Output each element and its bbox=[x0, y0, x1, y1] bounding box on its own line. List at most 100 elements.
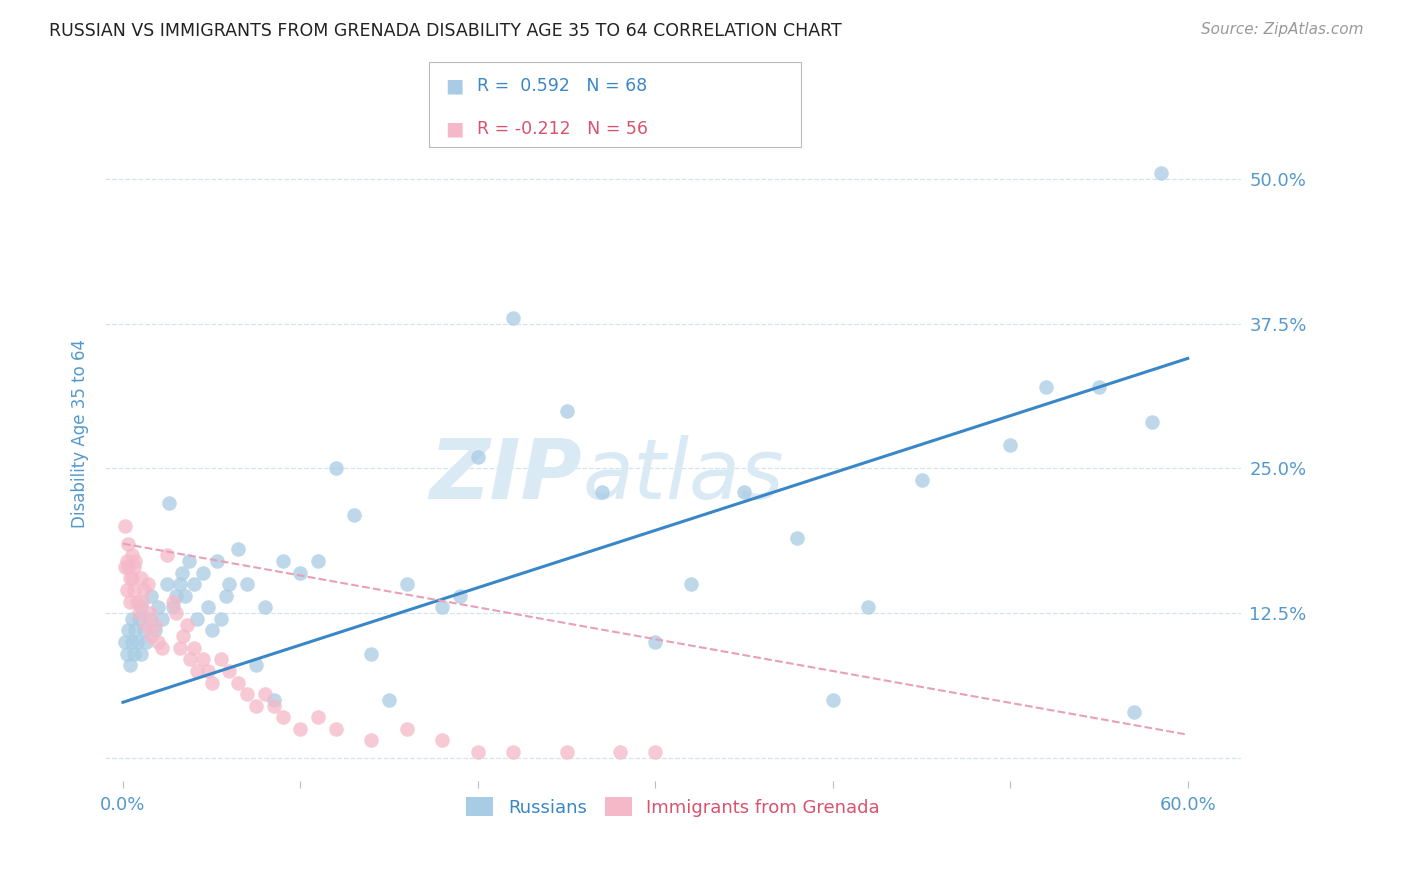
Point bbox=[591, 484, 613, 499]
Point bbox=[143, 624, 166, 638]
Point bbox=[236, 577, 259, 591]
Point bbox=[325, 461, 347, 475]
Point bbox=[148, 600, 170, 615]
Point bbox=[179, 652, 201, 666]
Point bbox=[253, 687, 276, 701]
Point bbox=[156, 577, 179, 591]
Point bbox=[502, 745, 524, 759]
Point bbox=[186, 664, 208, 678]
Point bbox=[165, 606, 187, 620]
Point bbox=[165, 589, 187, 603]
Point bbox=[115, 647, 138, 661]
Point bbox=[127, 635, 149, 649]
Point bbox=[245, 698, 267, 713]
Point bbox=[127, 594, 149, 608]
Text: ■: ■ bbox=[446, 119, 464, 138]
Point bbox=[307, 710, 329, 724]
Point bbox=[115, 582, 138, 597]
Point bbox=[117, 536, 139, 550]
Point bbox=[114, 559, 136, 574]
Point bbox=[141, 589, 163, 603]
Point bbox=[343, 508, 366, 522]
Point bbox=[121, 571, 143, 585]
Point bbox=[395, 577, 418, 591]
Point bbox=[215, 589, 238, 603]
Point bbox=[786, 531, 808, 545]
Point bbox=[858, 600, 880, 615]
Point bbox=[395, 722, 418, 736]
Point bbox=[1035, 380, 1057, 394]
Point bbox=[226, 542, 249, 557]
Point bbox=[162, 594, 184, 608]
Text: ZIP: ZIP bbox=[430, 435, 582, 516]
Point bbox=[209, 612, 232, 626]
Point bbox=[1088, 380, 1111, 394]
Point bbox=[124, 624, 146, 638]
Point bbox=[135, 635, 157, 649]
Point bbox=[169, 640, 191, 655]
Point bbox=[162, 600, 184, 615]
Point bbox=[205, 554, 228, 568]
Point bbox=[134, 624, 156, 638]
Point bbox=[138, 606, 160, 620]
Point bbox=[197, 664, 219, 678]
Point bbox=[449, 589, 471, 603]
Text: Source: ZipAtlas.com: Source: ZipAtlas.com bbox=[1201, 22, 1364, 37]
Legend: Russians, Immigrants from Grenada: Russians, Immigrants from Grenada bbox=[458, 790, 887, 824]
Point bbox=[910, 473, 932, 487]
Point bbox=[432, 733, 454, 747]
Point bbox=[218, 664, 240, 678]
Point bbox=[120, 594, 142, 608]
Point bbox=[169, 577, 191, 591]
Point bbox=[131, 594, 153, 608]
Point bbox=[432, 600, 454, 615]
Text: R =  0.592   N = 68: R = 0.592 N = 68 bbox=[477, 78, 647, 95]
Point bbox=[143, 617, 166, 632]
Point bbox=[120, 571, 142, 585]
Point bbox=[218, 577, 240, 591]
Point bbox=[307, 554, 329, 568]
Point bbox=[197, 600, 219, 615]
Point bbox=[209, 652, 232, 666]
Point bbox=[114, 635, 136, 649]
Point bbox=[135, 617, 157, 632]
Point bbox=[191, 566, 214, 580]
Point bbox=[128, 606, 150, 620]
Point bbox=[134, 582, 156, 597]
Point bbox=[253, 600, 276, 615]
Point bbox=[121, 612, 143, 626]
Point bbox=[263, 693, 285, 707]
Point bbox=[128, 612, 150, 626]
Point bbox=[271, 710, 294, 724]
Point bbox=[1150, 166, 1173, 180]
Point bbox=[156, 548, 179, 562]
Text: ■: ■ bbox=[446, 77, 464, 95]
Point bbox=[122, 582, 145, 597]
Point bbox=[114, 519, 136, 533]
Point bbox=[150, 640, 173, 655]
Point bbox=[263, 698, 285, 713]
Point bbox=[183, 577, 205, 591]
Point bbox=[191, 652, 214, 666]
Point bbox=[467, 745, 489, 759]
Point bbox=[271, 554, 294, 568]
Point bbox=[115, 554, 138, 568]
Point bbox=[226, 675, 249, 690]
Point bbox=[644, 745, 666, 759]
Point bbox=[177, 554, 200, 568]
Point bbox=[467, 450, 489, 464]
Point bbox=[290, 566, 312, 580]
Point bbox=[378, 693, 401, 707]
Point bbox=[120, 658, 142, 673]
Point bbox=[555, 403, 578, 417]
Point bbox=[172, 629, 194, 643]
Text: RUSSIAN VS IMMIGRANTS FROM GRENADA DISABILITY AGE 35 TO 64 CORRELATION CHART: RUSSIAN VS IMMIGRANTS FROM GRENADA DISAB… bbox=[49, 22, 842, 40]
Point bbox=[138, 612, 160, 626]
Point bbox=[609, 745, 631, 759]
Y-axis label: Disability Age 35 to 64: Disability Age 35 to 64 bbox=[72, 339, 89, 528]
Point bbox=[150, 612, 173, 626]
Point bbox=[122, 559, 145, 574]
Text: atlas: atlas bbox=[582, 435, 783, 516]
Point bbox=[360, 647, 382, 661]
Point bbox=[136, 577, 159, 591]
